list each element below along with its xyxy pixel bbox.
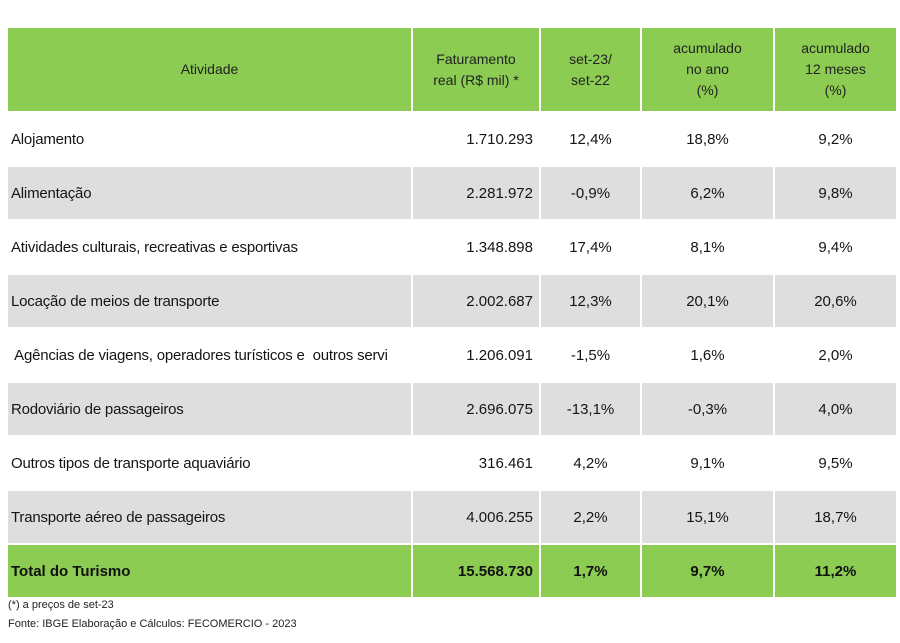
ytd-value: 6,2% (642, 167, 773, 219)
header-12m-line2: 12 meses (805, 61, 866, 77)
12m-value: 2,0% (818, 346, 853, 364)
header-12m-line1: acumulado (801, 40, 870, 56)
activity-name: Outros tipos de transporte aquaviário (11, 454, 251, 472)
header-activity-label: Atividade (180, 61, 239, 77)
revenue-value: 1.206.091 (466, 346, 533, 364)
total-yoy: 1,7% (541, 545, 640, 597)
revenue-value: 1.710.293 (466, 130, 533, 148)
ytd-value: -0,3% (642, 383, 773, 435)
revenue-value: 2.002.687 (413, 275, 539, 327)
footnotes: (*) a preços de set-23 Fonte: IBGE Elabo… (8, 596, 297, 634)
yoy-value: -0,9% (541, 167, 640, 219)
activity-name: Transporte aéreo de passageiros (8, 491, 411, 543)
table-row: Locação de meios de transporte 2.002.687… (8, 275, 896, 327)
activity-name: Locação de meios de transporte (8, 275, 411, 327)
12m-value: 9,2% (818, 130, 853, 148)
header-12m: acumulado 12 meses (%) (775, 28, 896, 111)
ytd-value: 1,6% (690, 346, 725, 364)
yoy-value: -1,5% (570, 346, 611, 364)
ytd-value: 15,1% (642, 491, 773, 543)
yoy-value: 12,4% (569, 130, 612, 148)
revenue-value: 2.696.075 (413, 383, 539, 435)
yoy-value: 4,2% (573, 454, 608, 472)
header-yoy-line1: set-23/ (569, 50, 612, 67)
activity-name: Alojamento (11, 130, 85, 148)
table-row: Alojamento 1.710.293 12,4% 18,8% 9,2% (8, 113, 888, 165)
header-ytd-line1: acumulado (673, 40, 742, 56)
revenue-value: 2.281.972 (413, 167, 539, 219)
header-revenue-line1: Faturamento (436, 50, 516, 67)
yoy-value: 17,4% (569, 238, 612, 256)
table-row: Alimentação 2.281.972 -0,9% 6,2% 9,8% (8, 167, 896, 219)
total-12m: 11,2% (775, 545, 896, 597)
header-12m-line3: (%) (824, 82, 847, 98)
ytd-value: 9,1% (690, 454, 725, 472)
12m-value: 9,8% (775, 167, 896, 219)
yoy-value: 2,2% (541, 491, 640, 543)
tourism-revenue-table: Atividade Faturamento real (R$ mil) * se… (8, 28, 896, 599)
total-ytd: 9,7% (642, 545, 773, 597)
12m-value: 9,5% (818, 454, 853, 472)
header-yoy-line2: set-22 (571, 71, 610, 88)
header-revenue: Faturamento real (R$ mil) * (413, 28, 539, 111)
yoy-value: 12,3% (541, 275, 640, 327)
total-revenue: 15.568.730 (413, 545, 539, 597)
ytd-value: 8,1% (690, 238, 725, 256)
ytd-value: 18,8% (686, 130, 729, 148)
table-row: Transporte aéreo de passageiros 4.006.25… (8, 491, 896, 543)
table-row: Outros tipos de transporte aquaviário 31… (8, 437, 888, 489)
ytd-value: 20,1% (642, 275, 773, 327)
table-header-row: Atividade Faturamento real (R$ mil) * se… (8, 28, 896, 111)
revenue-value: 316.461 (478, 454, 533, 472)
header-ytd: acumulado no ano (%) (642, 28, 773, 111)
total-row: Total do Turismo 15.568.730 1,7% 9,7% 11… (8, 545, 896, 597)
price-note: (*) a preços de set-23 (8, 599, 114, 611)
12m-value: 18,7% (775, 491, 896, 543)
revenue-value: 1.348.898 (466, 238, 533, 256)
activity-name: Alimentação (8, 167, 411, 219)
12m-value: 20,6% (775, 275, 896, 327)
12m-value: 4,0% (775, 383, 896, 435)
table-row: Rodoviário de passageiros 2.696.075 -13,… (8, 383, 896, 435)
activity-name: Atividades culturais, recreativas e espo… (11, 238, 298, 256)
table-row: Agências de viagens, operadores turístic… (8, 329, 888, 381)
header-ytd-line3: (%) (696, 82, 719, 98)
yoy-value: -13,1% (541, 383, 640, 435)
header-revenue-line2: real (R$ mil) * (433, 71, 519, 88)
header-yoy: set-23/ set-22 (541, 28, 640, 111)
table-row: Atividades culturais, recreativas e espo… (8, 221, 888, 273)
source-note: Fonte: IBGE Elaboração e Cálculos: FECOM… (8, 618, 297, 630)
activity-name: Rodoviário de passageiros (8, 383, 411, 435)
header-activity: Atividade (8, 28, 411, 111)
header-ytd-line2: no ano (686, 61, 729, 77)
12m-value: 9,4% (818, 238, 853, 256)
total-label: Total do Turismo (8, 545, 411, 597)
revenue-value: 4.006.255 (413, 491, 539, 543)
activity-name: Agências de viagens, operadores turístic… (11, 346, 388, 364)
